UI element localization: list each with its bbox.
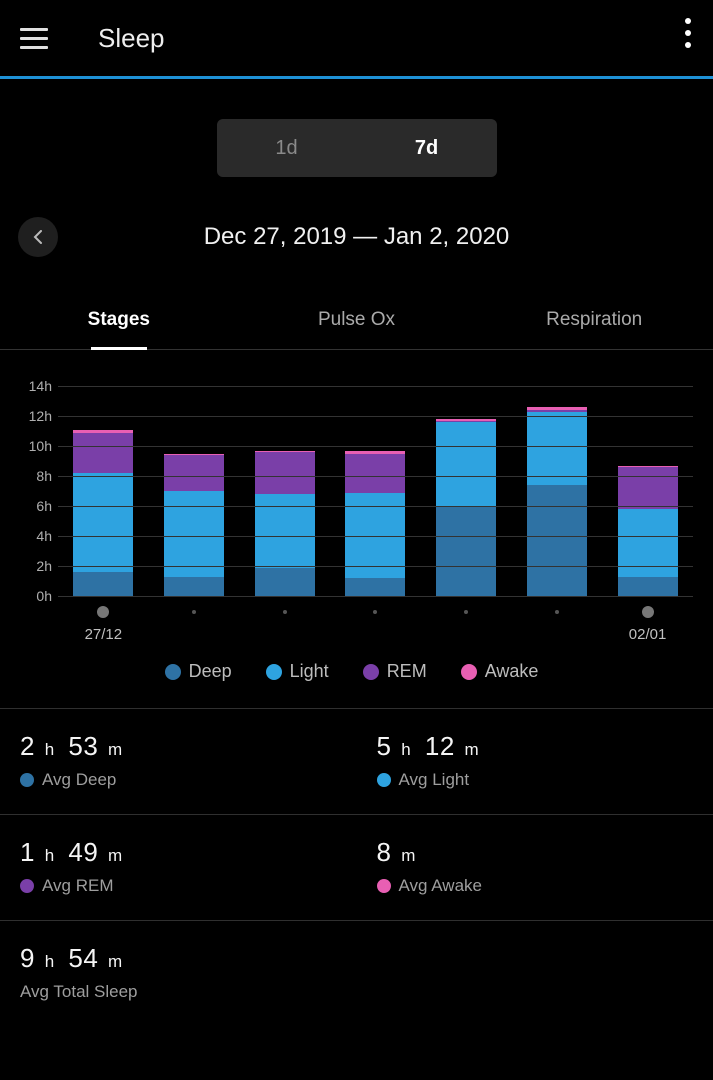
page-title: Sleep	[98, 23, 165, 54]
y-tick: 8h	[36, 468, 52, 484]
metric-tabs: Stages Pulse Ox Respiration	[0, 309, 713, 350]
stat-avg-total: 9 h 54 m Avg Total Sleep	[0, 920, 713, 1026]
tab-stages[interactable]: Stages	[0, 309, 238, 349]
bar-column[interactable]	[527, 407, 587, 596]
date-range-label: Dec 27, 2019 — Jan 2, 2020	[58, 223, 655, 251]
stat-avg-deep: 2 h 53 m Avg Deep	[0, 708, 357, 814]
stat-avg-light: 5 h 12 m Avg Light	[357, 708, 713, 814]
sleep-stages-chart: 14h12h10h8h6h4h2h0h 27/1202/01 DeepLight…	[0, 386, 713, 682]
y-tick: 10h	[29, 438, 52, 454]
y-tick: 12h	[29, 408, 52, 424]
x-dot	[192, 610, 196, 614]
legend-item-awake: Awake	[461, 661, 539, 682]
tab-pulse-ox[interactable]: Pulse Ox	[238, 309, 476, 349]
bar-column[interactable]	[255, 451, 315, 597]
stat-label-rem: Avg REM	[42, 876, 114, 896]
legend-item-rem: REM	[363, 661, 427, 682]
stat-label-total: Avg Total Sleep	[20, 982, 138, 1002]
stat-avg-rem: 1 h 49 m Avg REM	[0, 814, 357, 920]
y-tick: 2h	[36, 558, 52, 574]
bar-column[interactable]	[618, 466, 678, 597]
x-dot	[97, 606, 109, 618]
bar-column[interactable]	[73, 430, 133, 597]
x-label	[436, 626, 496, 643]
bar-column[interactable]	[164, 454, 224, 597]
chart-legend: Deep Light REM Awake	[10, 661, 693, 682]
y-tick: 14h	[29, 378, 52, 394]
x-dot	[464, 610, 468, 614]
more-icon[interactable]	[685, 18, 691, 48]
x-dot	[555, 610, 559, 614]
date-navigator: Dec 27, 2019 — Jan 2, 2020	[0, 217, 713, 257]
period-1d-button[interactable]: 1d	[217, 119, 357, 177]
y-tick: 6h	[36, 498, 52, 514]
x-label	[255, 626, 315, 643]
bar-column[interactable]	[345, 451, 405, 597]
tab-respiration[interactable]: Respiration	[475, 309, 713, 349]
y-tick: 4h	[36, 528, 52, 544]
x-dot	[373, 610, 377, 614]
legend-item-deep: Deep	[165, 661, 232, 682]
legend-item-light: Light	[266, 661, 329, 682]
stat-avg-awake: 8 m Avg Awake	[357, 814, 713, 920]
x-label	[527, 626, 587, 643]
prev-period-button[interactable]	[18, 217, 58, 257]
x-label	[345, 626, 405, 643]
x-label	[164, 626, 224, 643]
x-label: 27/12	[73, 626, 133, 643]
menu-icon[interactable]	[20, 23, 50, 53]
x-dot	[642, 606, 654, 618]
y-tick: 0h	[36, 588, 52, 604]
app-bar: Sleep	[0, 0, 713, 76]
period-7d-button[interactable]: 7d	[357, 119, 497, 177]
stat-label-light: Avg Light	[399, 770, 470, 790]
stat-label-deep: Avg Deep	[42, 770, 116, 790]
stat-label-awake: Avg Awake	[399, 876, 483, 896]
sleep-stats-grid: 2 h 53 m Avg Deep 5 h 12 m Avg Light 1 h…	[0, 708, 713, 1026]
period-toggle: 1d 7d	[0, 119, 713, 177]
x-dot	[283, 610, 287, 614]
accent-divider	[0, 76, 713, 79]
x-label: 02/01	[618, 626, 678, 643]
